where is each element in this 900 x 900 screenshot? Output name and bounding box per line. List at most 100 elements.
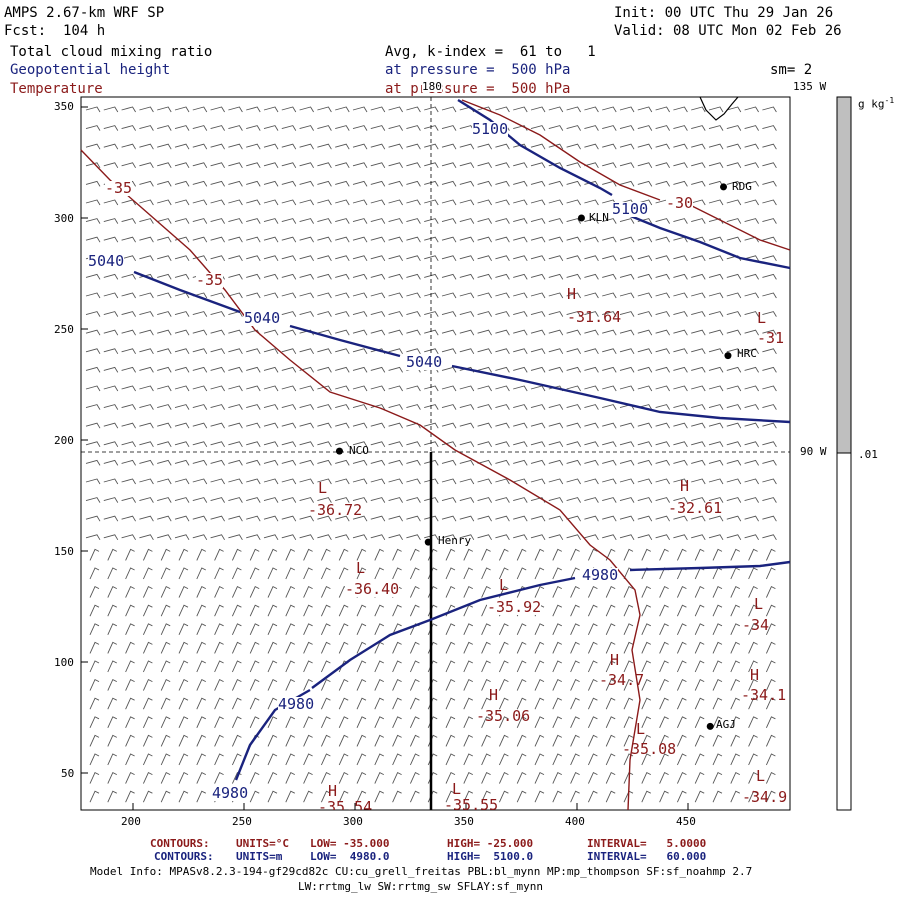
- wind-barb: [463, 567, 474, 580]
- wind-barb: [139, 329, 154, 336]
- wind-barb: [142, 641, 153, 654]
- temp-extremum-value: -34: [742, 616, 770, 634]
- wind-barb: [530, 236, 546, 243]
- wind-barb: [637, 162, 653, 169]
- wind-barb: [513, 348, 528, 355]
- wind-barb: [655, 478, 670, 485]
- wind-barb: [285, 790, 296, 803]
- wind-barb: [317, 162, 332, 169]
- wind-barb: [424, 497, 439, 503]
- station-dot-agj: [706, 722, 714, 730]
- wind-barb: [231, 623, 242, 635]
- temp-extremum-type: H: [489, 686, 499, 704]
- wind-barb: [374, 548, 385, 561]
- wind-barb: [409, 641, 420, 654]
- wind-barb: [619, 255, 635, 262]
- wind-barb: [548, 199, 564, 206]
- wind-barb: [406, 255, 421, 262]
- wind-barb: [691, 348, 706, 355]
- wind-barb: [659, 585, 669, 598]
- wind-barb: [263, 273, 279, 280]
- wind-barb: [530, 441, 546, 448]
- wind-barb: [602, 236, 617, 243]
- wind-barb: [228, 236, 243, 243]
- temp-extremum-type: L: [756, 767, 766, 785]
- wind-barb: [317, 125, 332, 131]
- wind-barb: [548, 292, 564, 299]
- wind-barb: [356, 753, 367, 766]
- wind-barb: [352, 311, 368, 317]
- wind-barb: [641, 753, 652, 766]
- wind-barb: [498, 697, 509, 710]
- wind-barb: [157, 106, 172, 113]
- wind-barb: [602, 125, 617, 131]
- wind-barb: [513, 311, 528, 317]
- wind-barb: [281, 218, 297, 224]
- station-agj-label: AGJ: [716, 718, 736, 731]
- wind-barb: [708, 329, 724, 336]
- wind-barb: [424, 236, 439, 243]
- height-label: 4980: [582, 566, 619, 584]
- wind-barb: [406, 348, 421, 355]
- wind-barb: [246, 459, 261, 466]
- wind-barb: [335, 292, 350, 299]
- wind-barb: [495, 106, 510, 113]
- wind-barb: [263, 478, 279, 485]
- wind-barb: [587, 734, 598, 747]
- wind-barb: [409, 678, 420, 691]
- wind-barb: [530, 348, 546, 355]
- wind-barb: [374, 623, 385, 635]
- wind-barb: [587, 641, 598, 654]
- wind-barb: [157, 218, 172, 224]
- wind-barb: [459, 515, 475, 522]
- wind-barb: [196, 585, 207, 598]
- wind-barb: [566, 255, 581, 262]
- wind-barb: [85, 180, 101, 187]
- wind-barb: [459, 404, 475, 410]
- wind-barb: [267, 753, 278, 766]
- wind-barb: [762, 497, 777, 503]
- height-label: 5100: [612, 200, 649, 218]
- wind-barb: [708, 441, 724, 448]
- wind-barb: [584, 311, 599, 317]
- wind-barb: [388, 441, 403, 448]
- wind-barb: [192, 199, 208, 206]
- wind-barb: [673, 422, 688, 429]
- wind-barb: [335, 404, 350, 410]
- wind-barb: [370, 125, 386, 131]
- wind-barb: [459, 162, 475, 169]
- wind-barb: [744, 348, 759, 355]
- wind-barb: [744, 404, 759, 410]
- wind-barb: [228, 534, 243, 541]
- wind-barb: [214, 567, 224, 580]
- wind-barb: [370, 534, 386, 541]
- wind-barb: [281, 478, 297, 485]
- wind-barb: [459, 236, 475, 243]
- wind-barb: [388, 422, 403, 429]
- temp-extremum-type: L: [757, 309, 767, 327]
- wind-barb: [477, 329, 492, 336]
- wind-barb: [317, 478, 332, 485]
- wind-barb: [584, 441, 599, 448]
- wind-barb: [477, 366, 492, 373]
- wind-barb: [388, 273, 403, 280]
- wind-barb: [281, 459, 297, 466]
- wind-barb: [388, 255, 403, 262]
- wind-barb: [513, 366, 528, 373]
- wind-barb: [228, 422, 243, 429]
- wind-barb: [477, 292, 492, 299]
- wind-barb: [210, 441, 225, 448]
- wind-barb: [445, 660, 456, 673]
- wind-barb: [655, 162, 670, 169]
- wind-barb: [392, 734, 402, 747]
- smoothing-label: sm= 2: [770, 62, 813, 78]
- wind-barb: [246, 255, 261, 262]
- wind-barb: [107, 548, 118, 561]
- wind-barb: [409, 604, 420, 617]
- wind-barb: [655, 329, 670, 336]
- wind-barb: [89, 660, 100, 673]
- field-geopotential: Geopotential height: [10, 62, 171, 78]
- wind-barb: [89, 790, 100, 803]
- wind-barb: [281, 255, 297, 262]
- wind-barb: [765, 753, 776, 766]
